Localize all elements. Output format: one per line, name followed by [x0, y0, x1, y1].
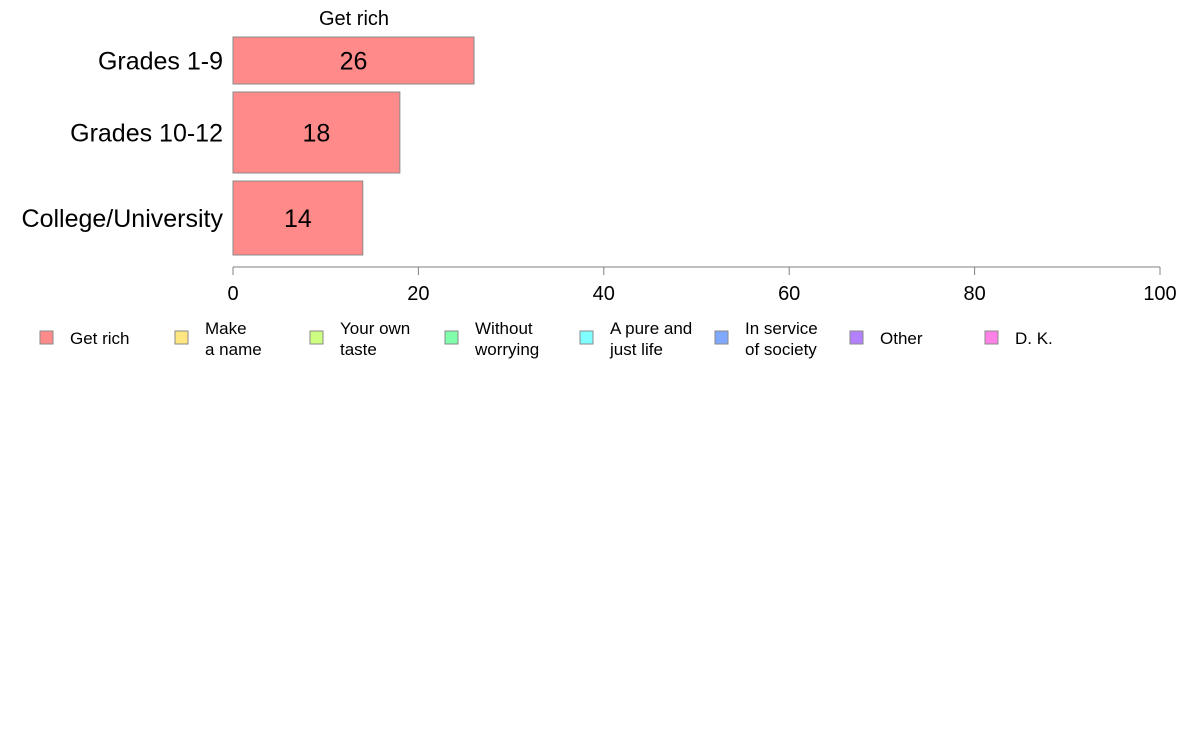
x-tick-label: 0	[227, 283, 238, 305]
legend-swatch	[849, 330, 864, 345]
legend-label: In service of society	[745, 319, 818, 359]
legend-label: Your own taste	[340, 319, 410, 359]
category-label: Grades 1-9	[98, 48, 223, 76]
bar	[232, 36, 475, 85]
x-tick-label: 60	[778, 283, 800, 305]
category-label: Grades 10-12	[70, 120, 223, 148]
legend-swatch	[984, 330, 999, 345]
bar	[232, 91, 401, 174]
bar-value-label: 26	[340, 48, 368, 76]
legend-label: Without worrying	[474, 319, 539, 359]
legend: Get rich Make a name Your own taste Without wo…	[39, 319, 1053, 359]
x-axis: 0 20 40 60 80 100	[227, 266, 1177, 305]
bar	[232, 180, 364, 256]
x-tick-label: 80	[963, 283, 985, 305]
legend-label: A pure and just life	[609, 319, 692, 359]
category-label: College/University	[22, 205, 224, 233]
legend-label: D. K.	[1015, 329, 1053, 348]
legend-swatch	[39, 330, 54, 345]
legend-swatch	[309, 330, 324, 345]
bar-value-label: 14	[284, 205, 312, 233]
legend-label: Other	[880, 329, 923, 348]
legend-swatch	[714, 330, 729, 345]
chart-title: Get rich	[319, 8, 389, 30]
legend-swatch	[579, 330, 594, 345]
legend-label: Get rich	[70, 329, 130, 348]
bars-layer: Grades 1-9 26 Grades 10-12 18 College/Univer…	[22, 36, 475, 256]
legend-swatch	[174, 330, 189, 345]
legend-label: Make a name	[205, 319, 262, 359]
legend-swatch	[444, 330, 459, 345]
bar-value-label: 18	[303, 120, 331, 148]
x-tick-label: 40	[593, 283, 615, 305]
x-tick-label: 100	[1143, 283, 1176, 305]
x-tick-label: 20	[407, 283, 429, 305]
